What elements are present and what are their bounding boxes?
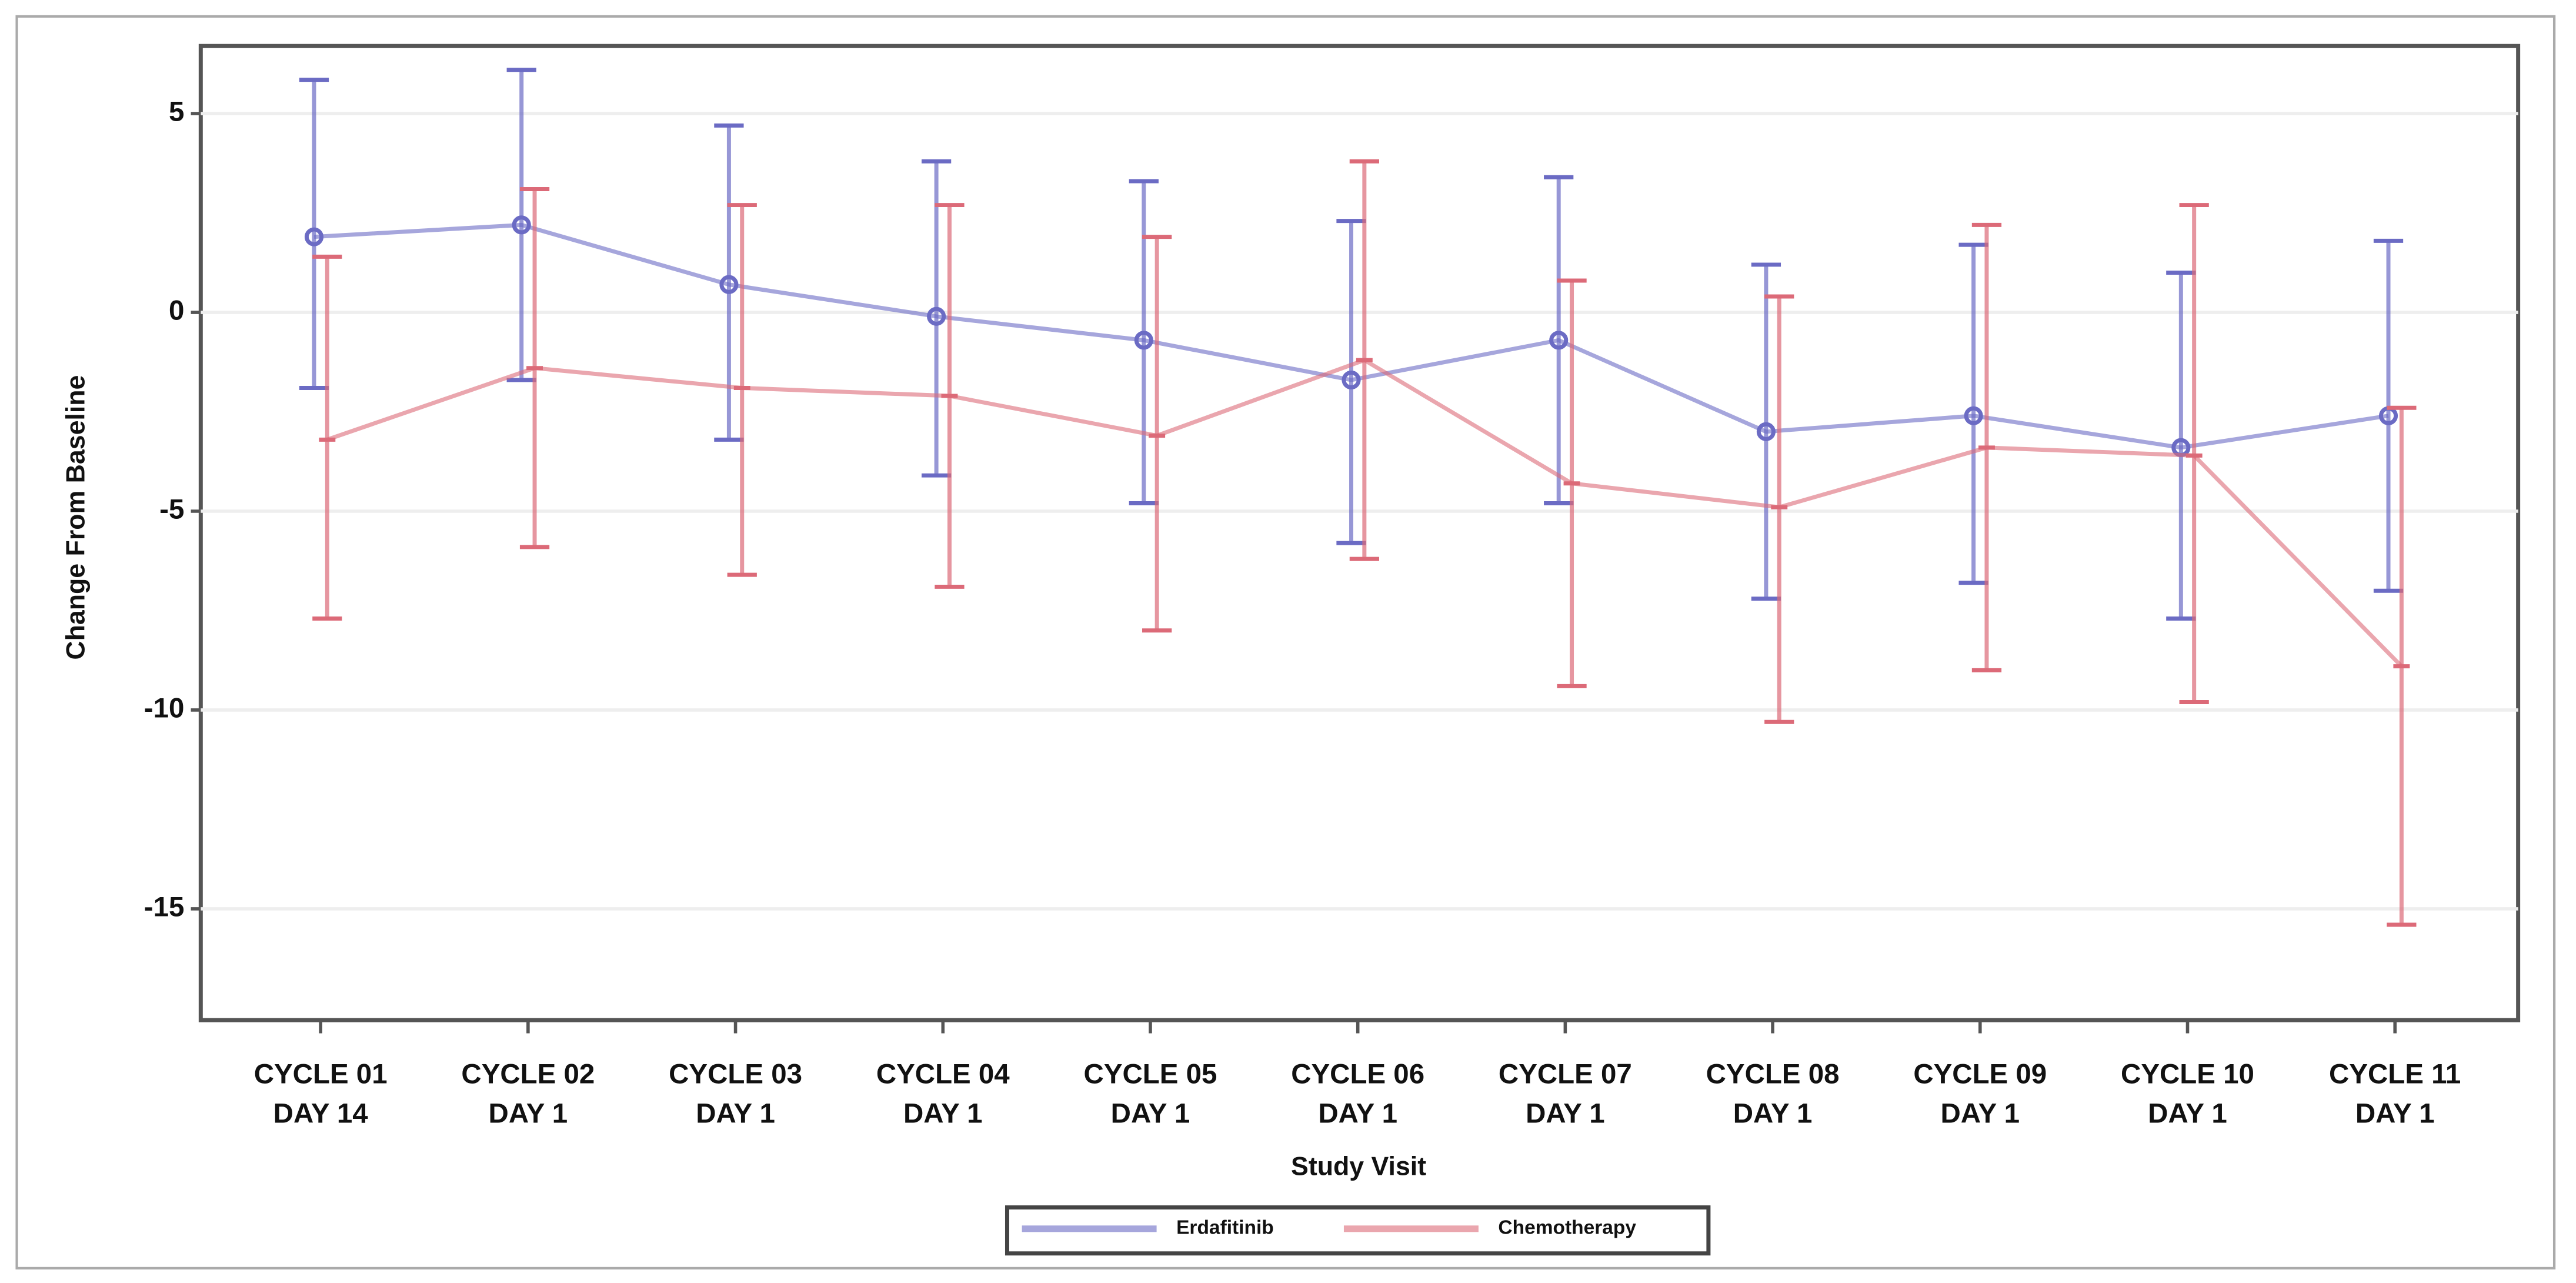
x-tick-label: CYCLE 02 (461, 1059, 595, 1090)
error-bar (727, 203, 757, 577)
legend-label: Chemotherapy (1498, 1217, 1636, 1239)
error-bar (921, 159, 952, 478)
point (304, 227, 324, 246)
x-tick-label: DAY 1 (1940, 1098, 2020, 1129)
error-bar (1349, 159, 1379, 561)
x-tick-label: DAY 1 (1318, 1098, 1397, 1129)
error-bar (1336, 219, 1366, 545)
error-bar (1142, 235, 1172, 633)
point (1756, 422, 1776, 441)
x-tick-label: DAY 1 (1526, 1098, 1605, 1129)
error-bar (1557, 278, 1587, 688)
x-tick-label: CYCLE 09 (1913, 1059, 2047, 1090)
x-tick-label: DAY 14 (273, 1098, 369, 1129)
y-tick-label: -15 (144, 891, 185, 922)
x-tick-label: CYCLE 10 (2121, 1059, 2254, 1090)
x-tick-label: CYCLE 07 (1499, 1059, 1632, 1090)
y-tick-label: 5 (169, 96, 184, 128)
y-axis-label: Change From Baseline (62, 375, 91, 660)
error-bar (2179, 203, 2209, 704)
point (719, 275, 739, 294)
error-bar (519, 187, 550, 549)
x-tick-label: CYCLE 04 (876, 1059, 1010, 1090)
error-bar (1958, 242, 1988, 585)
plot-area (198, 44, 2521, 1022)
point (512, 215, 531, 235)
x-tick-label: DAY 1 (489, 1098, 568, 1129)
point (927, 306, 946, 326)
x-tick-label: CYCLE 03 (669, 1059, 802, 1090)
error-bar (1971, 222, 2002, 672)
error-bar (506, 68, 536, 382)
point (1964, 406, 1983, 425)
error-bar (1764, 294, 1794, 724)
x-tick-label: DAY 1 (2148, 1098, 2227, 1129)
x-tick-label: DAY 1 (1733, 1098, 1813, 1129)
x-tick-label: DAY 1 (696, 1098, 775, 1129)
point (1342, 370, 1361, 390)
error-bar (312, 254, 342, 621)
x-tick-label: CYCLE 11 (2329, 1059, 2461, 1090)
error-bar (299, 78, 329, 390)
error-bar (2387, 405, 2417, 927)
x-tick-label: CYCLE 01 (254, 1059, 388, 1090)
error-bar (935, 203, 965, 589)
point (1134, 331, 1153, 350)
legend-label: Erdafitinib (1176, 1217, 1274, 1239)
x-tick-label: CYCLE 08 (1706, 1059, 1840, 1090)
x-axis-label: Study Visit (1291, 1152, 1426, 1181)
x-tick-label: DAY 1 (1111, 1098, 1190, 1129)
x-tick-label: CYCLE 06 (1291, 1059, 1424, 1090)
y-tick-label: 0 (169, 295, 184, 326)
y-tick-label: -5 (159, 494, 184, 525)
y-tick-label: -10 (144, 693, 185, 724)
x-tick-label: CYCLE 05 (1084, 1059, 1217, 1090)
point (1549, 331, 1569, 350)
error-bar (1751, 262, 1781, 601)
x-tick-label: DAY 1 (903, 1098, 983, 1129)
error-bar (1544, 175, 1574, 505)
x-tick-label: DAY 1 (2355, 1098, 2435, 1129)
